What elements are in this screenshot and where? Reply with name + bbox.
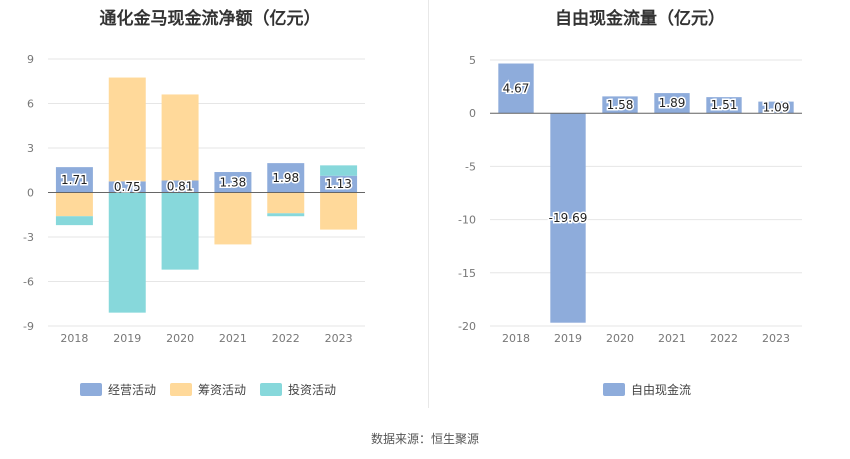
y-tick-label: -3 [23, 231, 34, 244]
bar-1 [706, 97, 742, 114]
bar-2 [267, 192, 305, 214]
legend-swatch [603, 383, 625, 396]
data-label: 0.75 [114, 180, 141, 194]
y-tick-label: 0 [469, 107, 476, 120]
chart-title-cashflow: 通化金马现金流净额（亿元） [99, 9, 321, 29]
free-cashflow-chart: 5 0 -5 -10 -15 -20 2018 2019 2020 2021 2022 2023 4.6… [458, 54, 802, 397]
bar-3 [320, 165, 358, 176]
x-tick-label: 2020 [606, 332, 634, 345]
chart-title-free-cashflow: 自由现金流量（亿元） [555, 9, 725, 29]
bar-1 [161, 180, 199, 193]
data-label: 1.13 [325, 177, 352, 191]
data-source-note: 数据来源：恒生聚源 [370, 432, 479, 446]
bar-2 [214, 192, 252, 245]
cashflow-chart: 9 6 3 0 -3 -6 -9 2018 2019 2020 2021 2022 2023 1.71 0.… [23, 53, 365, 397]
bar-2 [55, 192, 93, 217]
bar-1 [320, 175, 358, 193]
y-tick-label: -10 [458, 214, 476, 227]
y-tick-label: 3 [27, 142, 34, 155]
x-tick-label: 2023 [762, 332, 790, 345]
bar-1 [267, 163, 305, 193]
x-tick-label: 2018 [502, 332, 530, 345]
bar-3 [161, 192, 199, 270]
x-tick-label: 2022 [272, 332, 300, 345]
data-label: 1.51 [711, 98, 738, 112]
x-tick-label: 2019 [113, 332, 141, 345]
y-tick-label: 0 [27, 187, 34, 200]
data-label: 1.89 [659, 96, 686, 110]
bar-1 [108, 181, 146, 193]
y-tick-label: -6 [23, 276, 34, 289]
legend-label: 经营活动 [108, 383, 156, 397]
legend-swatch [80, 383, 102, 396]
data-label: 1.09 [763, 100, 790, 114]
bar-1 [55, 167, 93, 193]
bar-2 [108, 77, 146, 182]
bar-1 [758, 101, 794, 114]
x-tick-label: 2022 [710, 332, 738, 345]
bar-3 [267, 213, 305, 217]
bar-3 [108, 192, 146, 313]
x-tick-label: 2018 [60, 332, 88, 345]
data-label: 1.58 [607, 98, 634, 112]
x-tick-label: 2020 [166, 332, 194, 345]
data-label: 0.81 [167, 179, 194, 193]
y-tick-label: -15 [458, 267, 476, 280]
bar-3 [55, 216, 93, 226]
data-label: 1.71 [61, 173, 88, 187]
legend-label: 自由现金流 [631, 382, 691, 397]
bar-1 [602, 96, 638, 114]
legend-label: 投资活动 [288, 382, 336, 397]
bar-1 [654, 93, 690, 114]
y-tick-label: -9 [23, 320, 34, 333]
data-label: 1.98 [272, 171, 299, 185]
bar-1 [498, 63, 534, 114]
legend-swatch [260, 383, 282, 396]
y-tick-label: -5 [465, 160, 476, 173]
panel-divider [428, 0, 429, 408]
bar-2 [161, 94, 199, 181]
data-label: 4.67 [503, 81, 530, 95]
x-tick-label: 2023 [325, 332, 353, 345]
data-label: 1.38 [220, 175, 247, 189]
bar-1 [550, 113, 586, 323]
x-tick-label: 2019 [554, 332, 582, 345]
data-label: -19.69 [549, 211, 588, 225]
x-tick-label: 2021 [658, 332, 686, 345]
bar-2 [320, 192, 358, 230]
legend-swatch [170, 383, 192, 396]
bar-1 [214, 172, 252, 193]
x-tick-label: 2021 [219, 332, 247, 345]
legend-label: 筹资活动 [198, 383, 246, 397]
y-tick-label: 9 [27, 53, 34, 66]
y-tick-label: 6 [27, 98, 34, 111]
y-tick-label: -20 [458, 320, 476, 333]
y-tick-label: 5 [469, 54, 476, 67]
